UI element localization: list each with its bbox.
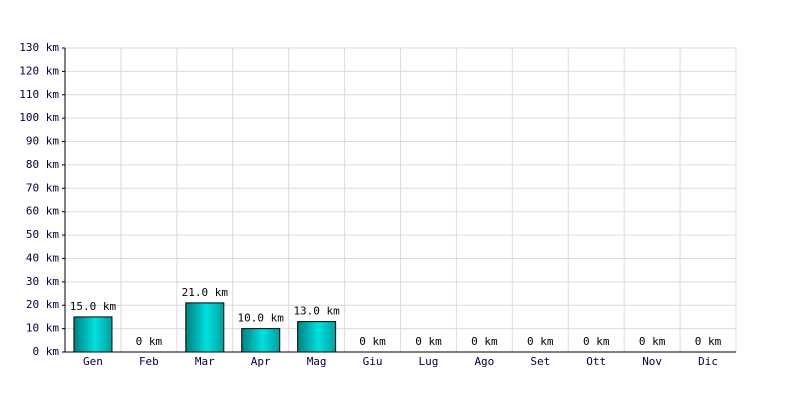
x-tick-label: Giu (363, 355, 383, 368)
y-tick-label: 80 km (26, 158, 59, 171)
bar (297, 321, 337, 353)
x-tick-label: Dic (698, 355, 718, 368)
y-tick-label: 40 km (26, 251, 59, 264)
y-tick-label: 0 km (33, 345, 60, 358)
x-tick-label: Ago (474, 355, 494, 368)
y-tick-label: 110 km (19, 88, 59, 101)
x-tick-label: Mag (307, 355, 327, 368)
x-tick-label: Apr (251, 355, 271, 368)
y-tick-label: 30 km (26, 275, 59, 288)
value-label: 0 km (359, 335, 386, 348)
x-tick-label: Gen (83, 355, 103, 368)
value-label: 0 km (471, 335, 498, 348)
value-label: 21.0 km (182, 286, 229, 299)
value-label: 15.0 km (70, 300, 117, 313)
value-label: 10.0 km (238, 312, 285, 325)
y-tick-label: 100 km (19, 111, 59, 124)
x-tick-label: Lug (419, 355, 439, 368)
bar (185, 302, 225, 353)
y-tick-label: 130 km (19, 41, 59, 54)
y-tick-label: 50 km (26, 228, 59, 241)
bar (73, 316, 113, 353)
x-tick-label: Mar (195, 355, 215, 368)
y-tick-label: 120 km (19, 64, 59, 77)
x-tick-label: Nov (642, 355, 662, 368)
value-label: 0 km (136, 335, 163, 348)
bar (241, 328, 281, 353)
y-tick-label: 70 km (26, 181, 59, 194)
value-label: 13.0 km (293, 305, 340, 318)
y-tick-label: 60 km (26, 205, 59, 218)
value-label: 0 km (583, 335, 610, 348)
value-label: 0 km (527, 335, 554, 348)
x-tick-label: Set (530, 355, 550, 368)
y-tick-label: 90 km (26, 135, 59, 148)
value-label: 0 km (695, 335, 722, 348)
y-tick-label: 10 km (26, 322, 59, 335)
value-label: 0 km (415, 335, 442, 348)
value-label: 0 km (639, 335, 666, 348)
x-tick-label: Ott (586, 355, 606, 368)
x-tick-label: Feb (139, 355, 159, 368)
y-tick-label: 20 km (26, 298, 59, 311)
